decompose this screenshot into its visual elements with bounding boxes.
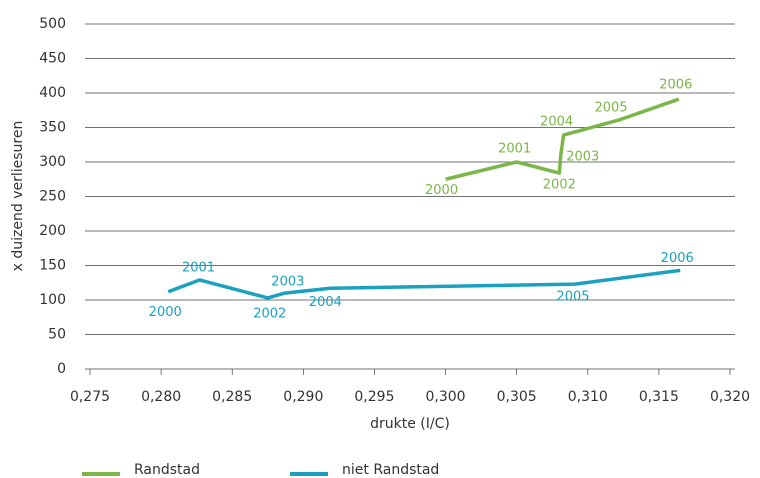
point-label: 2003 [271,275,304,290]
x-tick-label: 0,300 [426,389,466,405]
point-label: 2002 [253,306,286,321]
point-label: 2004 [309,295,342,310]
y-axis-label: x duizend verliesuren [10,121,26,272]
x-tick-label: 0,290 [283,389,323,405]
y-tick-label: 400 [39,85,66,101]
point-label: 2005 [556,290,589,305]
y-tick-label: 300 [39,154,66,170]
point-label: 2004 [540,115,573,130]
legend-label: Randstad [134,462,200,478]
y-tick-label: 100 [39,292,66,308]
point-label: 2001 [182,260,215,275]
point-label: 2006 [659,78,692,93]
x-tick-label: 0,310 [568,389,608,405]
x-tick-label: 0,280 [141,389,181,405]
point-label: 2006 [661,251,694,266]
point-label: 2001 [498,142,531,157]
y-tick-label: 450 [39,51,66,67]
x-tick-label: 0,295 [354,389,394,405]
x-tick-label: 0,305 [497,389,537,405]
y-tick-label: 250 [39,189,66,205]
point-label: 2003 [566,150,599,165]
y-tick-label: 50 [48,327,66,343]
series-line [445,97,680,181]
point-label: 2000 [425,183,458,198]
y-tick-label: 500 [39,16,66,32]
series-line [167,268,681,300]
x-tick-label: 0,285 [212,389,252,405]
y-tick-label: 200 [39,223,66,239]
x-axis-label: drukte (I/C) [370,416,450,432]
y-tick-label: 150 [39,258,66,274]
y-tick-label: 0 [57,361,66,377]
point-label: 2005 [595,100,628,115]
legend-label: niet Randstad [342,462,439,478]
point-label: 2002 [543,178,576,193]
x-tick-label: 0,275 [70,389,110,405]
x-tick-label: 0,315 [639,389,679,405]
x-tick-label: 0,320 [710,389,750,405]
y-tick-label: 350 [39,120,66,136]
point-label: 2000 [149,305,182,320]
